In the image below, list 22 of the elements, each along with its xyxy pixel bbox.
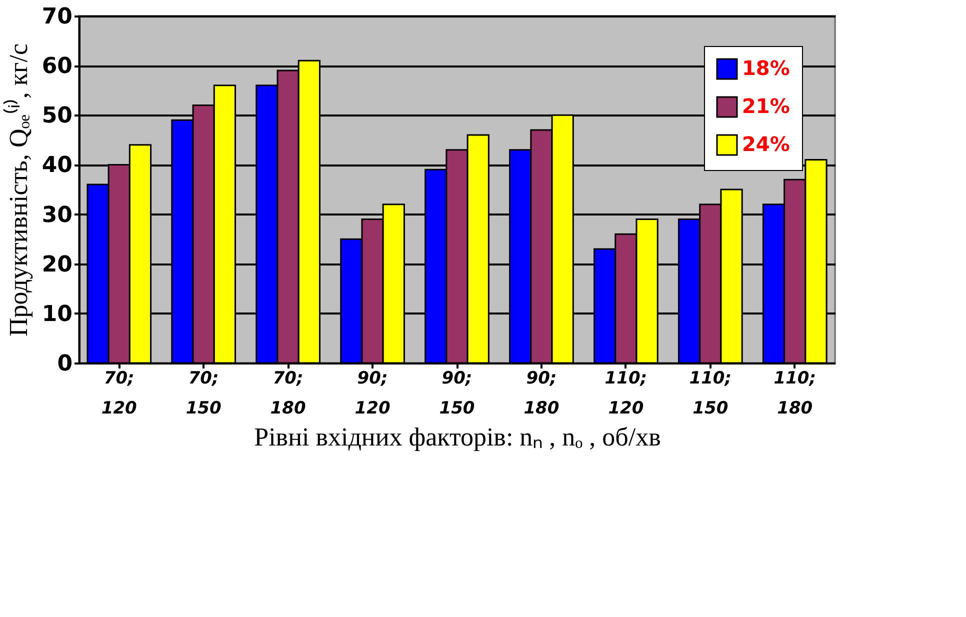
y-tick-label: 70 [42, 4, 72, 30]
x-tick-label: 90; 120 [354, 368, 390, 418]
x-tick-label: 70; 120 [101, 368, 138, 418]
x-tick-label: 70; 180 [270, 368, 306, 418]
legend-label: 21% [742, 94, 790, 118]
y-tick-label: 10 [42, 302, 72, 327]
x-tick-label: 90; 180 [524, 368, 560, 418]
legend-label: 24% [742, 132, 790, 156]
y-tick-label: 40 [42, 153, 72, 178]
y-tick-label: 30 [42, 202, 72, 228]
y-axis-title: Продуктивність, Qₒₑ⁽ⁱ⁾, кг/с [2, 44, 33, 336]
legend-label: 18% [742, 56, 790, 80]
y-tick-label: 0 [57, 352, 72, 376]
x-tick-label: 90; 150 [439, 368, 475, 418]
y-tick-label: 20 [42, 252, 72, 278]
x-tick-label: 70; 150 [186, 368, 222, 418]
y-tick-label: 50 [42, 104, 72, 129]
y-tick-label: 60 [42, 54, 72, 80]
x-tick-label: 110; 120 [604, 368, 648, 418]
x-axis-title: Рівні вхідних факторів: nₙ , nₒ , об/хв [254, 422, 661, 452]
x-tick-label: 110; 150 [689, 368, 732, 418]
x-tick-label: 110; 180 [774, 368, 816, 418]
